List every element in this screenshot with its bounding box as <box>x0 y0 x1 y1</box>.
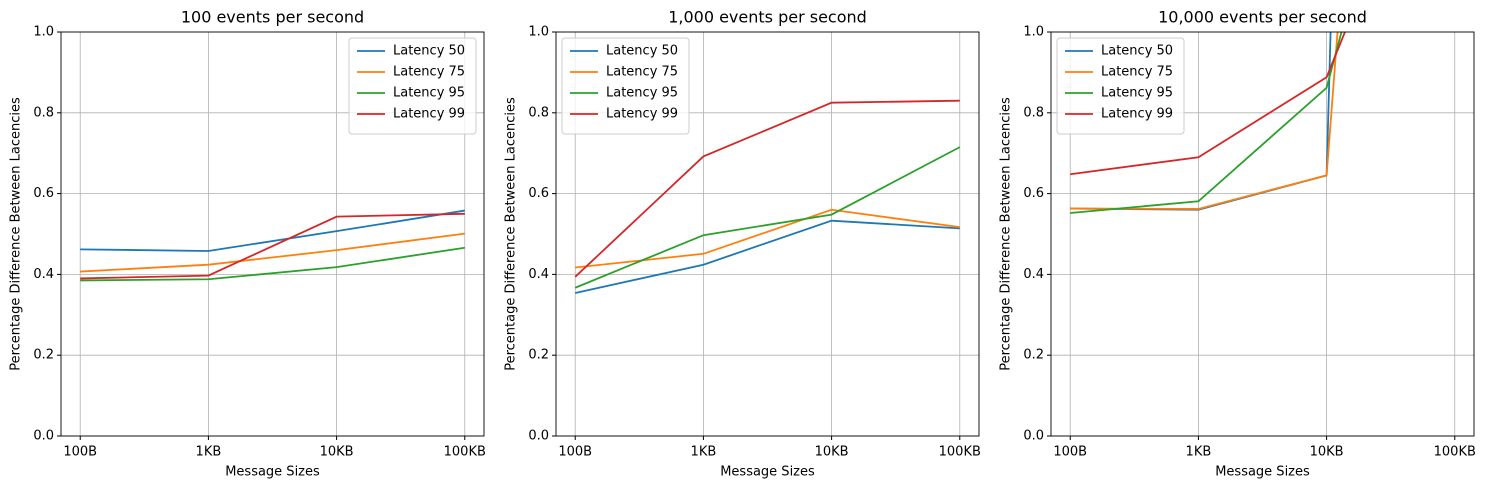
legend-label: Latency 75 <box>393 65 465 80</box>
legend-label: Latency 95 <box>606 86 678 101</box>
y-tick-label: 0.6 <box>33 186 54 201</box>
legend-label: Latency 50 <box>393 44 465 59</box>
x-tick-label: 100KB <box>1434 445 1476 460</box>
y-tick-label: 1.0 <box>1023 25 1044 40</box>
x-tick-label: 100KB <box>939 445 981 460</box>
y-tick-label: 0.0 <box>33 429 54 444</box>
chart-title: 100 events per second <box>181 8 364 27</box>
legend-label: Latency 99 <box>606 107 678 122</box>
y-tick-label: 0.4 <box>33 267 54 282</box>
legend: Latency 50 Latency 75 Latency 95 Latency 99 <box>561 37 690 135</box>
legend-label: Latency 50 <box>1101 44 1173 59</box>
legend-label: Latency 99 <box>393 107 465 122</box>
y-axis-label: Percentage Difference Between Lacencies <box>9 97 24 371</box>
series-line <box>80 209 465 252</box>
y-tick-label: 0.6 <box>528 186 549 201</box>
y-tick-label: 1.0 <box>33 25 54 40</box>
x-tick-label: 1KB <box>1186 445 1212 460</box>
y-axis-label: Percentage Difference Between Lacencies <box>999 97 1014 371</box>
y-tick-label: 0.2 <box>528 348 549 363</box>
panel: 100 events per second 0.0 0.2 0.4 0.6 0.8 1.0 1… <box>9 8 486 480</box>
plot-frame <box>555 31 980 437</box>
y-tick-label: 0.2 <box>1023 348 1044 363</box>
legend-label: Latency 99 <box>1101 107 1173 122</box>
legend: Latency 50 Latency 75 Latency 95 Latency 99 <box>348 37 477 135</box>
x-tick-label: 100B <box>558 445 592 460</box>
y-tick-label: 0.4 <box>528 267 549 282</box>
x-axis-label: Message Sizes <box>1215 465 1310 480</box>
legend-label: Latency 95 <box>393 86 465 101</box>
legend-box <box>348 37 477 135</box>
x-axis-label: Message Sizes <box>225 465 320 480</box>
chart-title: 1,000 events per second <box>668 8 867 27</box>
plot-frame <box>60 31 485 437</box>
y-axis-label: Percentage Difference Between Lacencies <box>504 97 519 371</box>
legend: Latency 50 Latency 75 Latency 95 Latency 99 <box>1056 37 1185 135</box>
chart-title: 10,000 events per second <box>1158 8 1367 27</box>
series-line <box>574 146 961 289</box>
series-line <box>1070 32 1343 214</box>
x-tick-label: 1KB <box>196 445 222 460</box>
y-tick-label: 0.8 <box>33 105 54 120</box>
series-line <box>1070 32 1339 210</box>
y-tick-label: 0.0 <box>1023 429 1044 444</box>
x-tick-label: 10KB <box>815 445 849 460</box>
series-line <box>574 99 960 278</box>
series-line <box>80 232 465 273</box>
x-axis-label: Message Sizes <box>720 465 815 480</box>
legend-label: Latency 75 <box>1101 65 1173 80</box>
legend-box <box>561 37 690 135</box>
x-tick-label: 100B <box>1053 445 1087 460</box>
legend-label: Latency 75 <box>606 65 678 80</box>
lines <box>574 99 961 294</box>
lines <box>1070 32 1346 214</box>
y-tick-label: 0.8 <box>528 105 549 120</box>
legend-box <box>1056 37 1185 135</box>
series-line <box>80 212 465 280</box>
x-tick-label: 10KB <box>1310 445 1344 460</box>
lines <box>80 209 465 282</box>
legend-label: Latency 95 <box>1101 86 1173 101</box>
series-line <box>575 219 960 294</box>
x-tick-label: 100KB <box>444 445 486 460</box>
y-tick-label: 0.2 <box>33 348 54 363</box>
y-tick-label: 1.0 <box>528 25 549 40</box>
y-tick-label: 0.4 <box>1023 267 1044 282</box>
x-tick-label: 100B <box>63 445 97 460</box>
panel: 1,000 events per second 0.0 0.2 0.4 0.6 0.8 1.… <box>504 8 981 480</box>
panel: 10,000 events per second 0.0 0.2 0.4 0.6 0.8 1… <box>999 8 1476 480</box>
y-tick-label: 0.0 <box>528 429 549 444</box>
legend-label: Latency 50 <box>606 44 678 59</box>
x-tick-label: 1KB <box>691 445 717 460</box>
y-tick-label: 0.8 <box>1023 105 1044 120</box>
y-tick-label: 0.6 <box>1023 186 1044 201</box>
series-line <box>575 208 960 269</box>
series-line <box>1070 32 1346 176</box>
plot-frame <box>1050 31 1475 437</box>
x-tick-label: 10KB <box>320 445 354 460</box>
series-line <box>80 246 465 282</box>
